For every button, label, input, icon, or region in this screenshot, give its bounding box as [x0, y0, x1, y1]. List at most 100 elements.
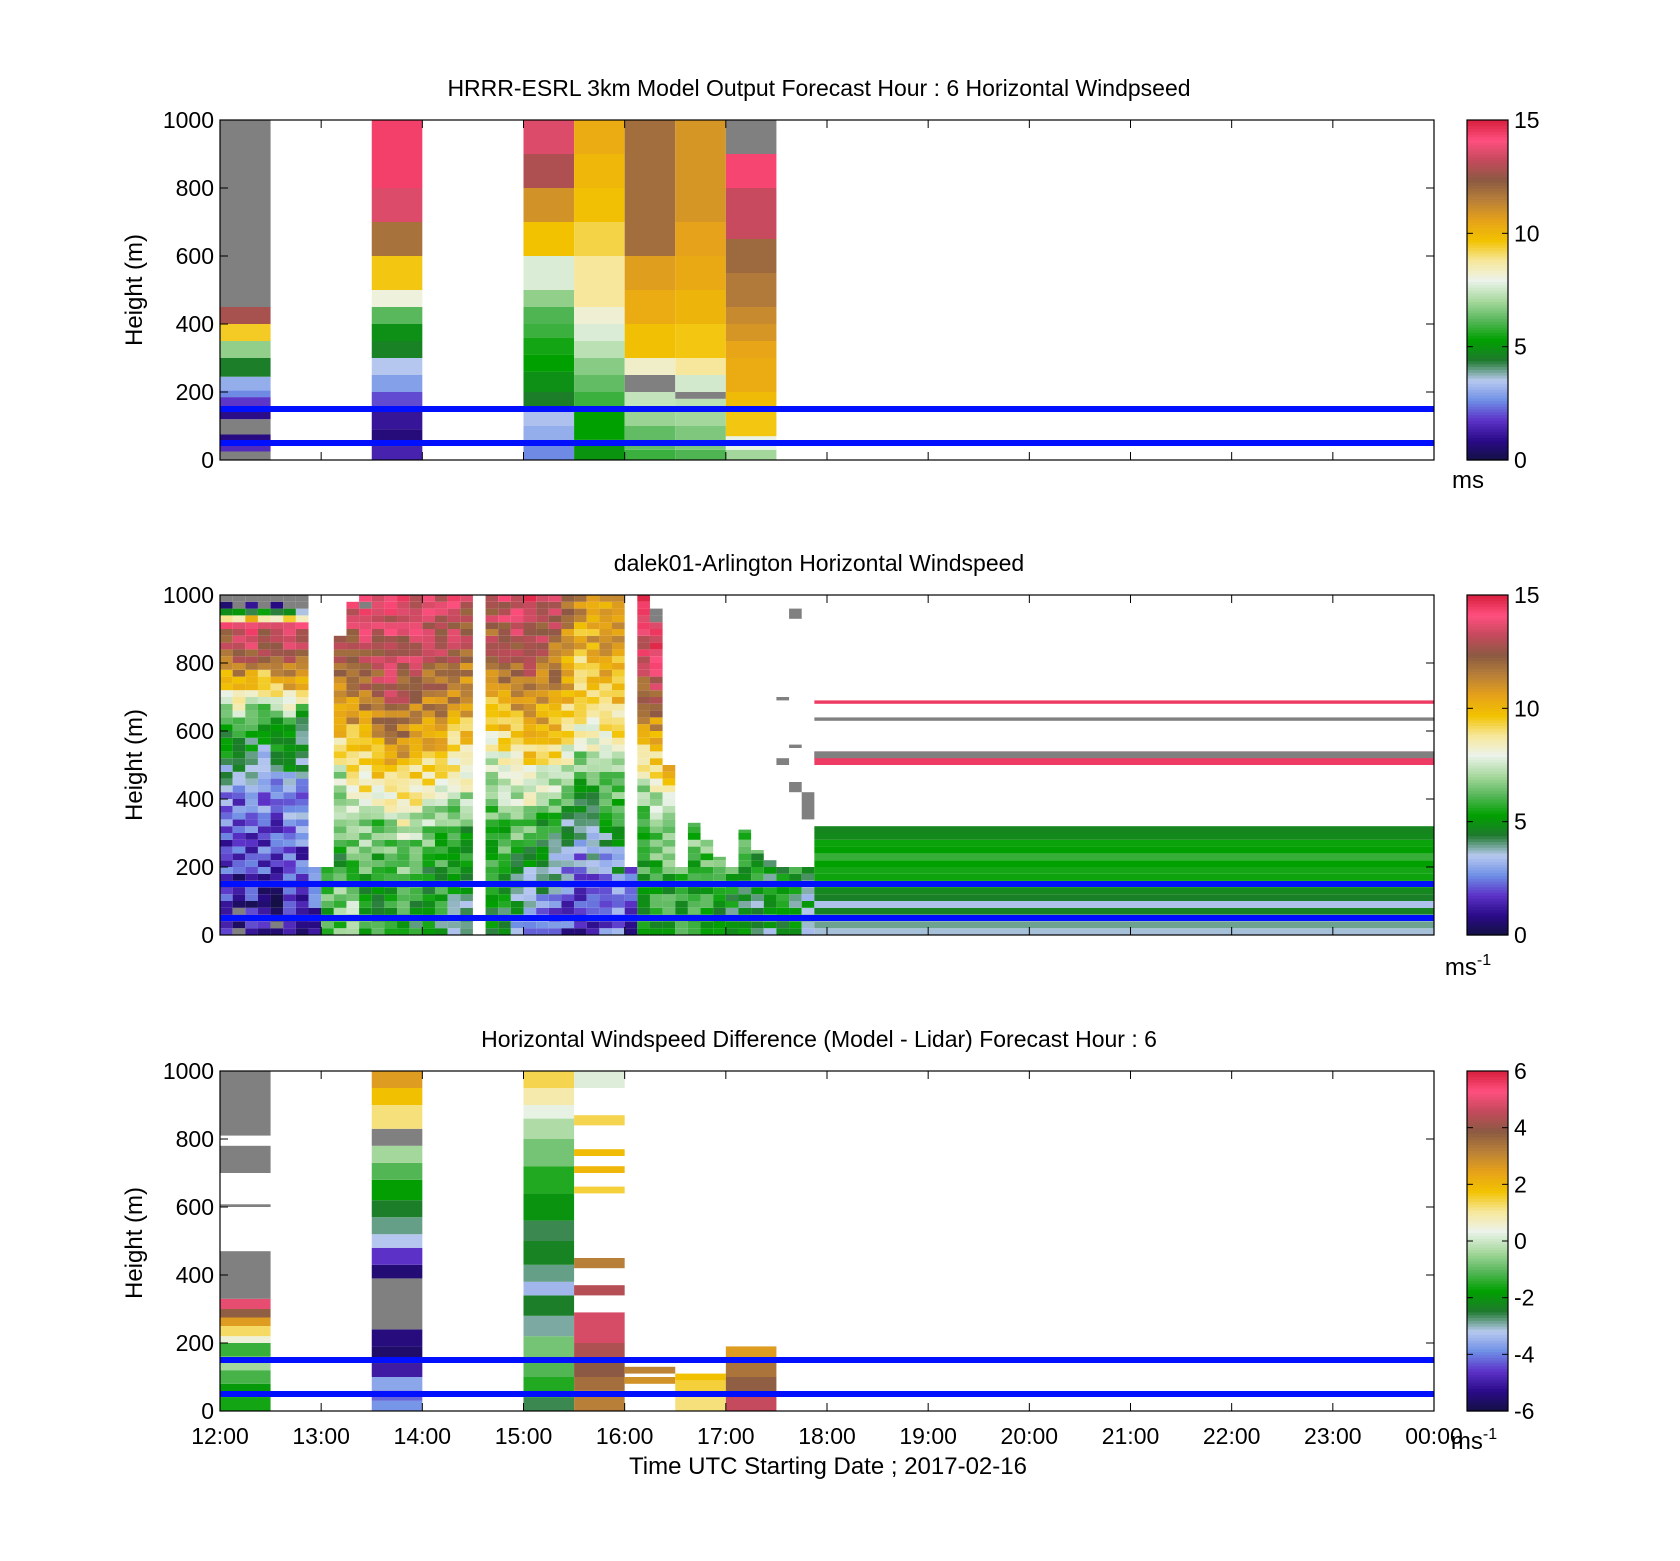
heatmap-cell [612, 778, 625, 786]
heatmap-cell [574, 1186, 625, 1194]
heatmap-cell [548, 744, 562, 752]
colorbar-segment [1467, 626, 1508, 630]
heatmap-cell [801, 887, 815, 895]
heatmap-cell [586, 833, 600, 840]
colorbar-segment [1467, 716, 1508, 721]
heatmap-cell [346, 683, 360, 691]
heatmap-cell [574, 1343, 625, 1360]
heatmap-cell [574, 792, 587, 799]
heatmap-cell [409, 819, 423, 827]
heatmap-cell [245, 853, 258, 861]
colorbar-segment [1467, 869, 1508, 874]
heatmap-cell [460, 812, 473, 820]
heatmap-cell [371, 710, 385, 718]
heatmap-cell [485, 615, 499, 623]
heatmap-cell [599, 595, 613, 602]
heatmap-cell [422, 663, 435, 670]
heatmap-cell [359, 731, 372, 738]
colorbar-segment [1467, 292, 1508, 297]
heatmap-cell [245, 867, 258, 874]
heatmap-cell [397, 676, 410, 684]
heatmap-cell [220, 419, 271, 435]
heatmap-cell [548, 629, 562, 636]
colorbar-segment [1467, 855, 1508, 860]
heatmap-cell [397, 717, 410, 725]
heatmap-cell [599, 663, 613, 670]
heatmap-cell [523, 120, 575, 154]
colorbar-segment [1467, 1252, 1508, 1256]
heatmap-cell [384, 826, 398, 833]
heatmap-cell [397, 799, 410, 806]
heatmap-cell [434, 901, 448, 908]
heatmap-cell [245, 669, 258, 677]
heatmap-cell [624, 1377, 676, 1384]
heatmap-cell [574, 826, 587, 833]
colorbar-segment [1467, 207, 1508, 212]
heatmap-cell [220, 812, 233, 820]
heatmap-cell [675, 907, 688, 915]
heatmap-cell [397, 839, 410, 847]
colorbar-segment [1467, 1263, 1508, 1268]
heatmap-cell [725, 894, 739, 901]
heatmap-cell [675, 449, 726, 460]
heatmap-cell [498, 649, 511, 657]
colorbar-tick-label: 6 [1514, 1058, 1527, 1084]
heatmap-cell [687, 853, 701, 861]
heatmap-cell [510, 907, 524, 915]
heatmap-cell [510, 697, 524, 704]
heatmap-cell [359, 833, 372, 840]
heatmap-cell [599, 901, 613, 908]
heatmap-cell [460, 663, 473, 670]
colorbar-segment [1467, 1323, 1508, 1327]
heatmap-cell [561, 669, 575, 677]
colorbar-segment [1467, 403, 1508, 407]
heatmap-cell [738, 907, 752, 915]
heatmap-cell [371, 1363, 423, 1377]
heatmap-cell [548, 928, 562, 935]
colorbar-segment [1467, 256, 1508, 260]
colorbar-segment [1467, 631, 1508, 636]
colorbar-segment [1467, 776, 1508, 780]
heatmap-cell [561, 724, 575, 731]
heatmap-cell [434, 751, 448, 759]
heatmap-cell [422, 785, 435, 793]
heatmap-cell [536, 629, 549, 636]
heatmap-cell [561, 608, 575, 616]
heatmap-cell [409, 873, 423, 881]
heatmap-cell [510, 758, 524, 765]
colorbar-segment [1467, 1204, 1508, 1208]
heatmap-cell [283, 669, 296, 677]
heatmap-cell [371, 663, 385, 670]
heatmap-cell [422, 792, 435, 799]
y-tick-label: 200 [176, 854, 214, 880]
heatmap-cell [510, 629, 524, 636]
heatmap-cell [637, 771, 650, 779]
colorbar-segment [1467, 426, 1508, 430]
heatmap-cell [700, 887, 714, 895]
heatmap-cell [485, 805, 499, 813]
heatmap-cell [434, 622, 448, 629]
colorbar-segment [1467, 1107, 1508, 1112]
heatmap-cell [649, 826, 663, 833]
heatmap-cell [713, 928, 726, 935]
colorbar-segment [1467, 1385, 1508, 1389]
heatmap-cell [371, 1377, 423, 1391]
heatmap-cell [434, 595, 448, 602]
heatmap-cell [574, 921, 587, 929]
colorbar-segment [1467, 1181, 1508, 1185]
heatmap-cell [270, 676, 284, 684]
heatmap-cell [536, 887, 549, 895]
colorbar-segment [1467, 699, 1508, 704]
heatmap-cell [333, 697, 347, 704]
heatmap-cell [384, 710, 398, 718]
colorbar-segment [1467, 1258, 1508, 1262]
heatmap-cell [523, 887, 537, 895]
heatmap-cell [586, 615, 600, 623]
heatmap-cell [447, 642, 461, 650]
heatmap-cell [687, 873, 701, 881]
heatmap-cell [675, 398, 726, 409]
heatmap-cell [220, 737, 233, 745]
heatmap-cell [422, 608, 435, 616]
colorbar-segment [1467, 1150, 1508, 1154]
